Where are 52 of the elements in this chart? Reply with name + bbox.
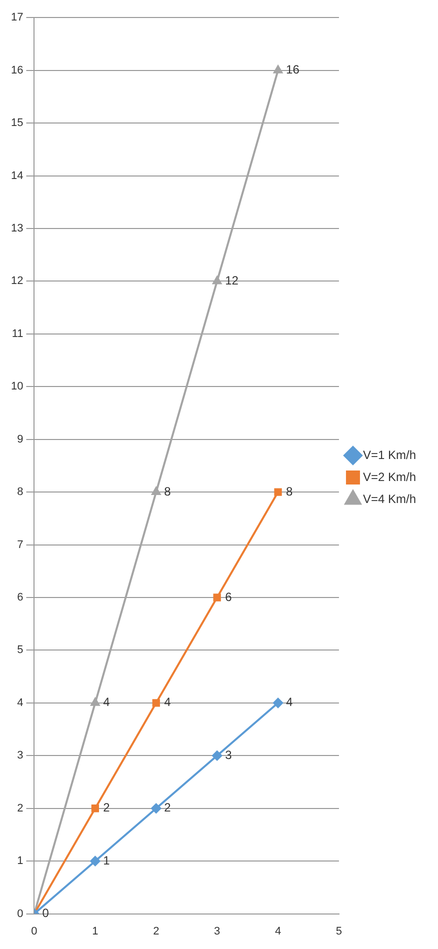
y-tick-label: 7: [17, 538, 24, 551]
y-tick-label: 11: [12, 328, 24, 340]
x-tick-label: 3: [214, 925, 220, 938]
point: [274, 488, 282, 496]
y-tick-label: 5: [17, 644, 24, 656]
data-label: 4: [286, 695, 294, 710]
data-label: 16: [286, 62, 300, 77]
y-tick-label: 3: [17, 750, 24, 762]
legend-label: V=4 Km/h: [362, 492, 416, 506]
data-label: 1: [103, 853, 110, 868]
y-tick-label: 17: [10, 12, 24, 24]
point: [151, 803, 162, 814]
y-tick-label: 10: [10, 380, 24, 393]
point: [152, 699, 160, 707]
y-tick-label: 8: [17, 486, 24, 498]
point: [212, 276, 222, 284]
y-tick-label: 14: [10, 170, 24, 182]
data-label: 2: [164, 800, 172, 815]
y-tick-label: 15: [10, 117, 24, 130]
point: [91, 804, 100, 812]
y-tick-label: 4: [17, 696, 24, 709]
y-tick-label: 6: [17, 592, 24, 604]
data-label: 2: [103, 800, 110, 815]
data-label: 6: [225, 590, 232, 604]
data-label: 0: [42, 906, 50, 920]
x-tick-label: 2: [153, 925, 160, 938]
point: [152, 487, 161, 496]
data-label: 4: [103, 695, 110, 710]
y-tick-label: 2: [17, 802, 24, 814]
x-tick-label: 5: [336, 925, 342, 938]
point: [213, 594, 221, 602]
x-tick-label: 0: [31, 925, 38, 938]
y-tick-label: 13: [10, 222, 24, 234]
data-label: 4: [164, 695, 172, 710]
data-label: 3: [225, 748, 232, 762]
y-tick-label: 16: [10, 64, 24, 76]
y-tick-label: 0: [17, 908, 24, 920]
y-tick-label: 1: [17, 855, 24, 868]
point: [212, 750, 222, 761]
point: [90, 698, 100, 706]
legend-label: V=2 Km/h: [362, 470, 416, 484]
x-tick-label: 1: [92, 925, 98, 938]
data-label: 8: [286, 484, 294, 498]
point: [274, 65, 282, 74]
point: [90, 856, 100, 866]
data-label: 12: [225, 274, 239, 288]
data-label: 8: [164, 484, 172, 498]
y-tick-label: 9: [17, 433, 24, 446]
x-tick-label: 4: [274, 925, 282, 938]
y-tick-label: 12: [10, 275, 24, 288]
point: [273, 698, 284, 708]
legend-label: V=1 Km/h: [362, 448, 416, 462]
